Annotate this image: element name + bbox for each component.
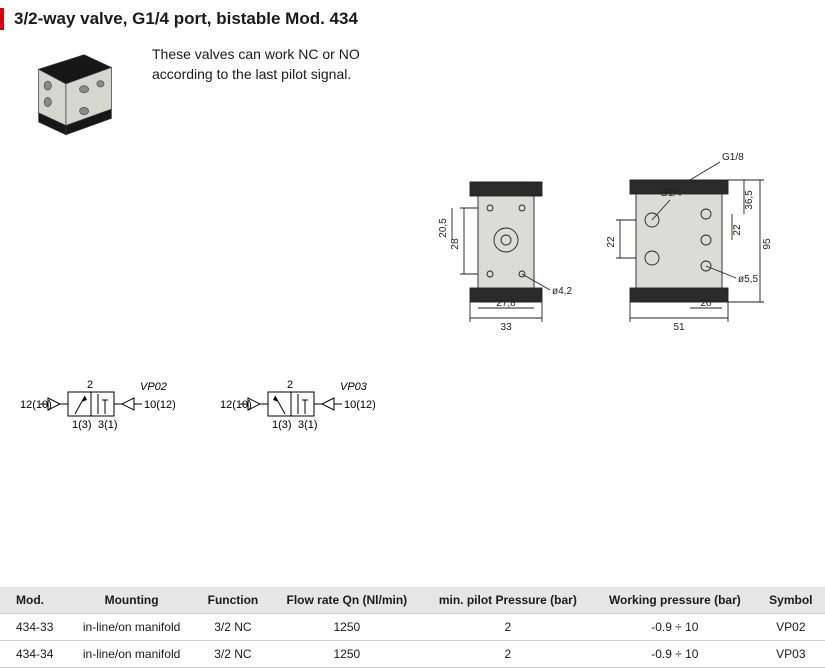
cell: VP02 xyxy=(757,614,825,641)
port-label: G1/4 xyxy=(660,188,682,199)
accent-stripe xyxy=(0,8,4,30)
port-label: 12(10) xyxy=(20,399,52,411)
cell: 434-34 xyxy=(0,641,68,668)
dim-label: 27,8 xyxy=(496,298,516,309)
dim-label: 22 xyxy=(606,236,617,248)
table-header-row: Mod. Mounting Function Flow rate Qn (Nl/… xyxy=(0,587,825,614)
cell: -0.9 ÷ 10 xyxy=(593,641,757,668)
schematic-name: VP03 xyxy=(340,381,368,393)
schematic-vp02: 2 VP02 12(10) 10(12) 1(3) 3(1) xyxy=(20,378,190,437)
dim-label: 51 xyxy=(673,322,685,333)
col-header: Flow rate Qn (Nl/min) xyxy=(271,587,423,614)
port-label: 10(12) xyxy=(144,399,176,411)
dim-label: ø4,2 xyxy=(552,286,572,297)
cell: VP03 xyxy=(757,641,825,668)
port-label: 10(12) xyxy=(344,399,376,411)
cell: 3/2 NC xyxy=(195,641,271,668)
table-row: 434-34 in-line/on manifold 3/2 NC 1250 2… xyxy=(0,641,825,668)
col-header: Symbol xyxy=(757,587,825,614)
port-label: 1(3) xyxy=(72,419,92,431)
col-header: min. pilot Pressure (bar) xyxy=(423,587,593,614)
dim-label: 36,5 xyxy=(744,190,755,210)
intro-row: These valves can work NC or NO according… xyxy=(0,42,825,152)
dim-label: 22 xyxy=(732,224,743,236)
dim-label: ø5,5 xyxy=(738,274,758,285)
cell: 1250 xyxy=(271,614,423,641)
table-row: 434-33 in-line/on manifold 3/2 NC 1250 2… xyxy=(0,614,825,641)
technical-drawings: 28 20,5 33 27,8 ø4,2 G1/8 G1/4 xyxy=(0,152,825,372)
port-label: 2 xyxy=(87,379,93,391)
product-image xyxy=(20,42,130,142)
col-header: Mounting xyxy=(68,587,195,614)
dim-label: 95 xyxy=(762,238,773,250)
cell: in-line/on manifold xyxy=(68,641,195,668)
col-header: Working pressure (bar) xyxy=(593,587,757,614)
cell: 434-33 xyxy=(0,614,68,641)
cell: -0.9 ÷ 10 xyxy=(593,614,757,641)
cell: 2 xyxy=(423,614,593,641)
cell: 3/2 NC xyxy=(195,614,271,641)
spec-table: Mod. Mounting Function Flow rate Qn (Nl/… xyxy=(0,587,825,668)
port-label: 12(10) xyxy=(220,399,252,411)
col-header: Mod. xyxy=(0,587,68,614)
title-bar: 3/2-way valve, G1/4 port, bistable Mod. … xyxy=(0,0,825,42)
port-label: G1/8 xyxy=(722,152,744,163)
cell: 1250 xyxy=(271,641,423,668)
schematic-row: 2 VP02 12(10) 10(12) 1(3) 3(1) 2 VP03 12… xyxy=(0,378,825,437)
port-label: 1(3) xyxy=(272,419,292,431)
dim-label: 33 xyxy=(500,322,512,333)
port-label: 3(1) xyxy=(298,419,318,431)
cell: in-line/on manifold xyxy=(68,614,195,641)
schematic-name: VP02 xyxy=(140,381,167,393)
dim-label: 20 xyxy=(700,298,712,309)
intro-text: These valves can work NC or NO according… xyxy=(152,44,412,85)
dim-label: 20,5 xyxy=(438,218,449,238)
cell: 2 xyxy=(423,641,593,668)
col-header: Function xyxy=(195,587,271,614)
port-label: 2 xyxy=(287,379,293,391)
page-title: 3/2-way valve, G1/4 port, bistable Mod. … xyxy=(14,9,358,29)
schematic-vp03: 2 VP03 12(10) 10(12) 1(3) 3(1) xyxy=(220,378,390,437)
port-label: 3(1) xyxy=(98,419,118,431)
